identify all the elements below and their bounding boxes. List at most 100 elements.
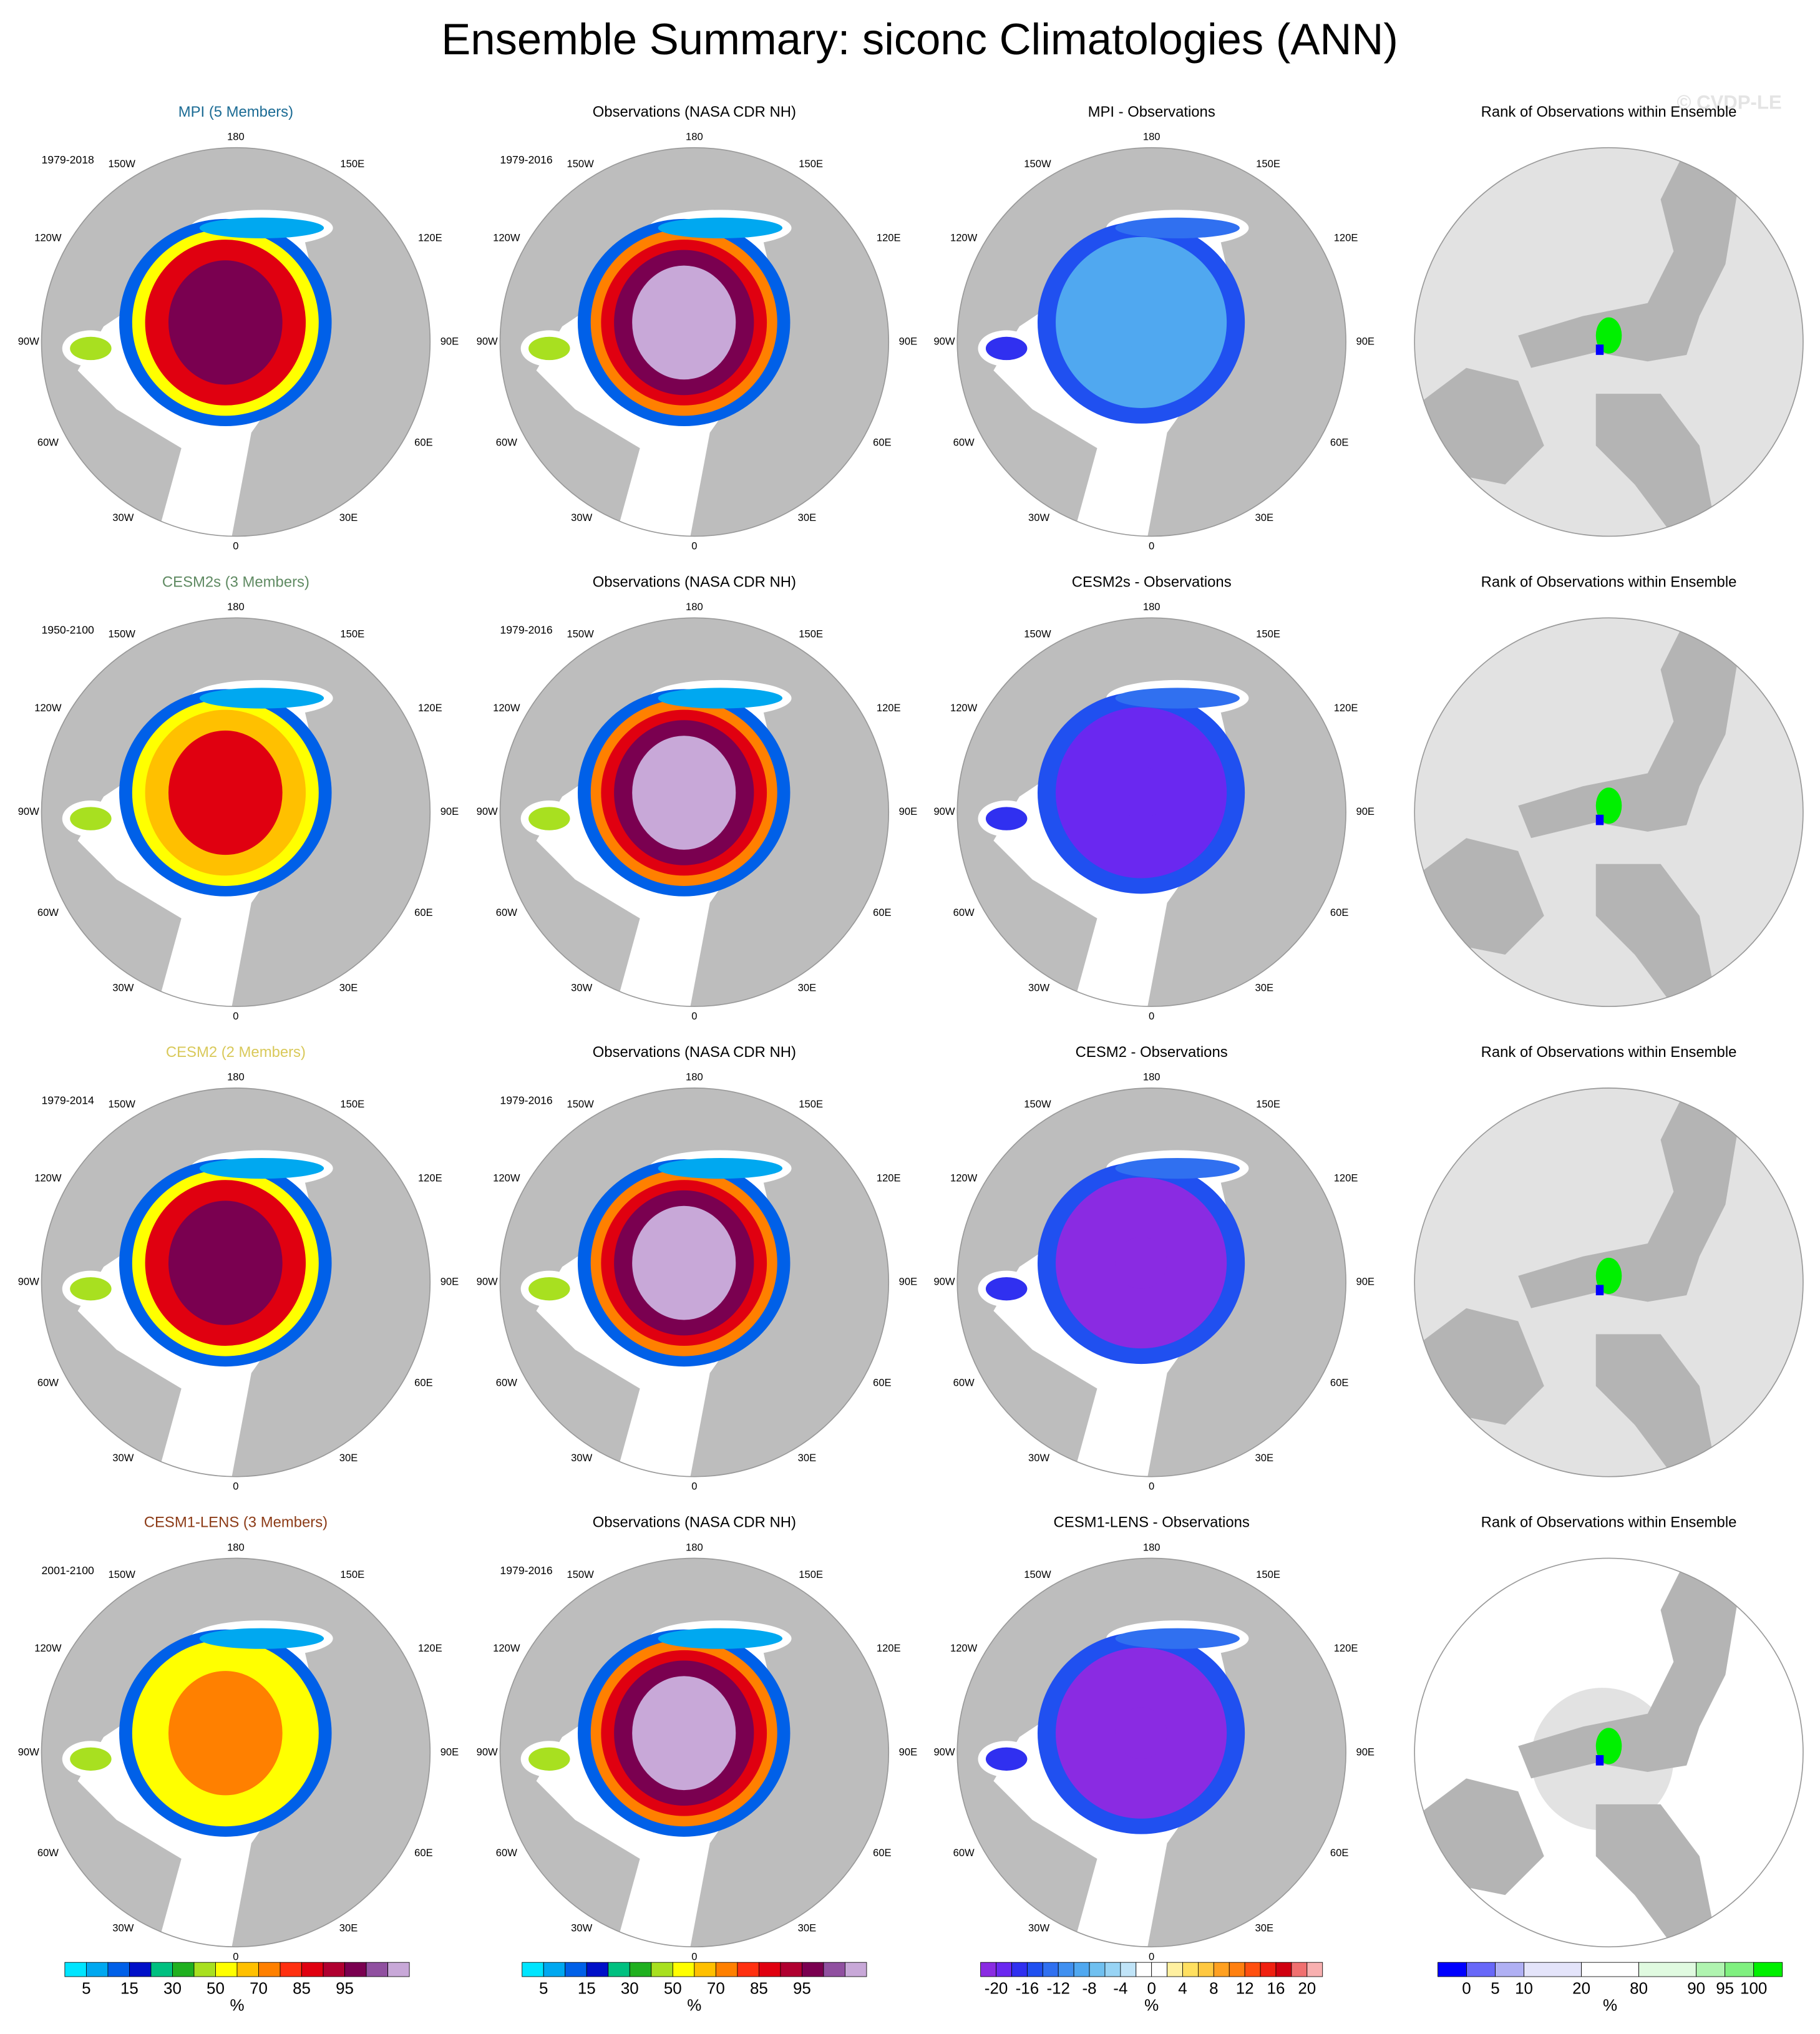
rank-cells <box>1595 1755 1604 1766</box>
colorbar-swatch <box>258 1962 281 1977</box>
panel-title: CESM2 - Observations <box>1076 1044 1228 1061</box>
panel-title: CESM1-LENS (3 Members) <box>144 1514 328 1531</box>
sea-ice <box>70 807 112 830</box>
colorbar-swatch <box>1120 1962 1137 1977</box>
longitude-label: 30E <box>798 1452 817 1464</box>
longitude-label: 60W <box>37 1847 59 1859</box>
longitude-label: 30E <box>798 1922 817 1934</box>
longitude-label: 60W <box>37 907 59 918</box>
longitude-label: 150W <box>567 628 594 640</box>
rank-map <box>1414 618 1803 1007</box>
sea-ice <box>528 336 570 361</box>
longitude-label: 30W <box>112 1452 134 1464</box>
panel-title: CESM2s (3 Members) <box>162 574 309 591</box>
colorbar-swatch <box>1136 1962 1152 1977</box>
sea-ice <box>632 265 736 380</box>
sea-ice <box>658 217 783 238</box>
polar-map <box>500 1088 889 1477</box>
sea-ice <box>1115 1237 1167 1289</box>
longitude-label: 180 <box>1143 1071 1161 1083</box>
longitude-label: 60W <box>37 436 59 448</box>
longitude-label: 60E <box>1330 436 1349 448</box>
colorbar-label: 4 <box>1178 1980 1187 1998</box>
longitude-label: 180 <box>227 130 245 142</box>
panel-title: Observations (NASA CDR NH) <box>593 574 796 591</box>
longitude-label: 150W <box>109 1098 136 1110</box>
longitude-label: 90E <box>1356 1276 1375 1288</box>
colorbar-label: 5 <box>539 1980 548 1998</box>
polar-map <box>41 1558 431 1947</box>
period-label: 1979-2016 <box>500 153 552 166</box>
longitude-label: 30W <box>1028 981 1049 993</box>
colorbar-swatch <box>996 1962 1012 1977</box>
longitude-label: 0 <box>691 1481 697 1492</box>
sea-ice <box>632 1205 736 1320</box>
map-border <box>956 147 1346 537</box>
colorbar-label: 30 <box>621 1980 639 1998</box>
longitude-label: 60E <box>1330 907 1349 918</box>
colorbar-swatch <box>1275 1962 1292 1977</box>
colorbar-label: 50 <box>664 1980 682 1998</box>
sea-ice <box>632 736 736 850</box>
land <box>1595 394 1713 537</box>
colorbar-swatch <box>1058 1962 1074 1977</box>
longitude-label: 90E <box>1356 335 1375 347</box>
longitude-label: 60E <box>414 1377 433 1389</box>
colorbar-swatch <box>586 1962 609 1977</box>
longitude-label: 0 <box>233 1481 238 1492</box>
colorbar-swatch <box>193 1962 216 1977</box>
map-border <box>499 1088 890 1477</box>
longitude-label: 150E <box>1256 628 1280 640</box>
land <box>1518 618 1739 839</box>
colorbar-swatch <box>1638 1962 1697 1977</box>
sea-ice <box>168 260 283 385</box>
colorbar-label: 85 <box>293 1980 311 1998</box>
rank-map <box>1414 147 1803 537</box>
longitude-label: 180 <box>227 601 245 613</box>
colorbar-units: % <box>687 1997 701 2015</box>
panel-title: Rank of Observations within Ensemble <box>1481 1514 1737 1531</box>
longitude-label: 90W <box>18 805 39 817</box>
sea-ice <box>168 1671 283 1796</box>
colorbar-swatch <box>672 1962 695 1977</box>
longitude-label: 0 <box>233 1010 238 1022</box>
colorbar-swatch <box>1089 1962 1106 1977</box>
land <box>1518 147 1739 368</box>
polar-map <box>957 1088 1346 1477</box>
longitude-label: 60W <box>953 1847 975 1859</box>
map-border <box>41 1088 431 1477</box>
colorbar-swatch <box>1753 1962 1783 1977</box>
longitude-label: 0 <box>233 540 238 552</box>
figure-title: Ensemble Summary: siconc Climatologies (… <box>441 14 1398 64</box>
longitude-label: 150E <box>799 1098 823 1110</box>
longitude-label: 90E <box>899 335 918 347</box>
longitude-label: 0 <box>1149 1010 1154 1022</box>
sea-ice <box>1115 296 1167 349</box>
longitude-label: 120W <box>34 1172 62 1184</box>
colorbar-swatch <box>522 1962 544 1977</box>
map-border <box>499 617 890 1007</box>
colorbar-swatch <box>1198 1962 1214 1977</box>
polar-map <box>957 618 1346 1007</box>
colorbar-label: 15 <box>578 1980 596 1998</box>
colorbar-swatch <box>758 1962 781 1977</box>
longitude-label: 120E <box>1334 231 1358 243</box>
longitude-label: 60W <box>496 1847 517 1859</box>
longitude-label: 30W <box>571 1922 592 1934</box>
longitude-label: 30W <box>571 1452 592 1464</box>
longitude-label: 90W <box>477 335 498 347</box>
map-border <box>1414 617 1804 1007</box>
sea-ice <box>985 807 1028 830</box>
colorbar-swatch <box>801 1962 824 1977</box>
sea-ice <box>1115 1707 1167 1759</box>
colorbar-swatch <box>629 1962 652 1977</box>
longitude-label: 0 <box>691 1010 697 1022</box>
land <box>1518 1558 1739 1779</box>
sea-ice <box>1115 217 1240 238</box>
longitude-label: 150E <box>340 1098 364 1110</box>
panel-title: Observations (NASA CDR NH) <box>593 104 796 120</box>
colorbar-swatch <box>1696 1962 1726 1977</box>
colorbar-label: 0 <box>1462 1980 1471 1998</box>
polar-map <box>957 147 1346 537</box>
longitude-label: 30E <box>1255 1922 1274 1934</box>
